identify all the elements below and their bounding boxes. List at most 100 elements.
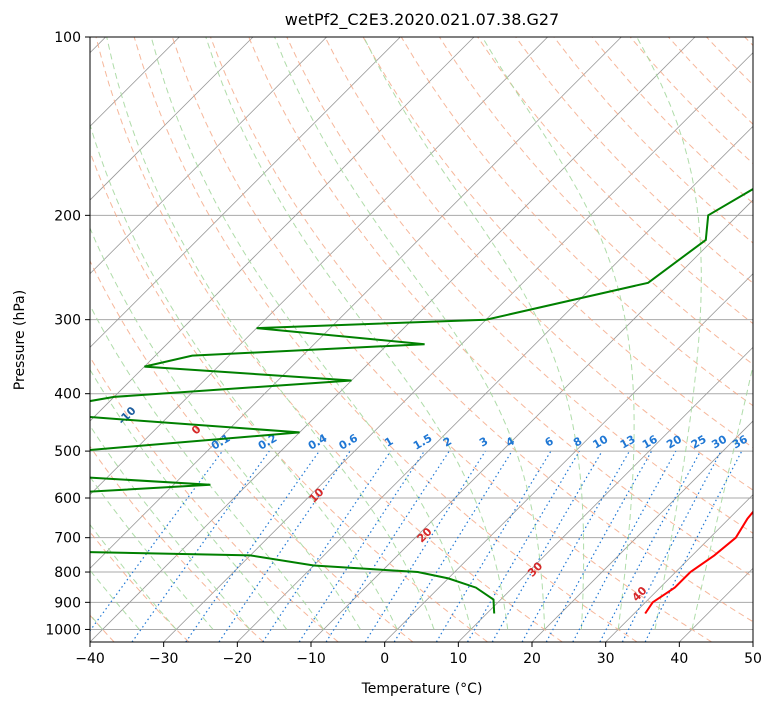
skewed-isotherm: [90, 37, 548, 496]
skewed-isotherm: [163, 52, 753, 642]
mixing-ratio-line: [435, 450, 552, 642]
background-lines: 0.10.20.40.611.52346810131620253036-100-…: [90, 37, 753, 642]
skewed-isotherm: [679, 567, 753, 642]
dry-adiabat: [286, 37, 753, 534]
moist-adiabat: [205, 37, 509, 630]
x-tick-label: 0: [380, 651, 389, 667]
dry-adiabat: [515, 37, 753, 284]
skewed-isotherm: [90, 37, 475, 422]
moist-adiabat: [150, 37, 472, 630]
plot-frame: [89, 36, 754, 643]
moist-adiabat: [691, 363, 753, 630]
dry-adiabat: [324, 37, 753, 491]
skewed-isotherm: [90, 37, 254, 201]
moist-adiabat: [90, 226, 361, 630]
dry-adiabat: [90, 150, 488, 642]
dry-adiabat: [438, 37, 753, 366]
moist-adiabat: [363, 37, 585, 630]
moist-adiabat: [106, 37, 435, 630]
dry-adiabat-label: 30: [525, 559, 545, 579]
mixing-ratio-line: [364, 450, 486, 642]
mixing-ratio-label: 36: [730, 432, 750, 451]
mixing-ratio-line: [393, 450, 513, 642]
x-tick-label: 30: [597, 651, 615, 667]
y-tick-label: 600: [54, 491, 81, 507]
mixing-ratio-line: [131, 450, 270, 642]
x-axis-label: Temperature (°C): [361, 681, 483, 697]
moist-adiabat: [90, 424, 251, 630]
x-tick-label: 20: [523, 651, 541, 667]
x-tick-label: 10: [449, 651, 467, 667]
mixing-ratio-line: [466, 450, 580, 642]
dry-adiabat: [744, 37, 753, 47]
moist-adiabat: [481, 37, 635, 630]
mixing-ratio-line: [545, 450, 653, 642]
mixing-ratio-line: [599, 450, 702, 642]
x-tick-label: −40: [75, 651, 105, 667]
skewed-isotherm: [458, 346, 753, 642]
mixing-ratio-label: 16: [640, 432, 660, 451]
x-tick-label: −10: [296, 651, 326, 667]
mixing-ratio-line: [90, 450, 223, 632]
data-lines: [90, 187, 753, 615]
x-tick-label: −20: [223, 651, 253, 667]
moist-adiabat: [90, 523, 177, 630]
mixing-ratio-line: [325, 450, 450, 642]
moist-adiabat: [274, 37, 546, 630]
skewed-isotherm: [90, 37, 696, 642]
mixing-ratio-label: 1: [382, 435, 395, 450]
mixing-ratio-label: 20: [664, 432, 684, 451]
chart-title: wetPf2_C2E3.2020.021.07.38.G27: [285, 10, 559, 30]
mixing-ratio-label: 25: [689, 433, 709, 452]
moist-adiabat: [90, 123, 398, 630]
dewpoint-line: [90, 187, 753, 614]
mixing-ratio-label: 0.4: [306, 431, 330, 452]
dry-adiabat: [668, 37, 753, 125]
dry-adiabat: [90, 356, 339, 642]
y-tick-label: 100: [54, 30, 81, 46]
moist-adiabat: [636, 37, 702, 630]
y-tick-label: 1000: [45, 622, 81, 638]
moist-adiabat: [90, 569, 140, 630]
dry-adiabat: [90, 259, 414, 642]
skewed-isotherm: [531, 420, 753, 642]
mixing-ratio-label: 6: [543, 434, 556, 449]
mixing-ratio-line: [298, 450, 425, 642]
y-tick-label: 900: [54, 595, 81, 611]
dry-adiabat: [90, 445, 264, 642]
y-tick-label: 400: [54, 387, 81, 403]
y-tick-label: 800: [54, 565, 81, 581]
y-axis: 100 200 300 400 500 600 700 800 900 1000: [45, 30, 90, 638]
skewed-isotherm: [237, 125, 753, 642]
dry-adiabat: [248, 37, 753, 578]
mixing-ratio-line: [644, 450, 743, 642]
y-tick-label: 500: [54, 444, 81, 460]
mixing-ratio-label: 0.1: [209, 432, 232, 453]
dry-adiabat: [477, 37, 753, 325]
mixing-ratio-line: [218, 450, 351, 642]
y-axis-label: Pressure (hPa): [12, 290, 28, 390]
mixing-ratio-label: 8: [571, 435, 584, 450]
mixing-ratio-line: [262, 450, 392, 642]
mixing-ratio-label: 13: [618, 433, 638, 452]
mixing-ratio-label: 1.5: [411, 432, 434, 453]
skewed-isotherm: [90, 37, 401, 348]
y-tick-label: 700: [54, 531, 81, 547]
dry-adiabat: [553, 37, 753, 244]
mixing-ratio-line: [185, 450, 320, 642]
dry-adiabat: [95, 37, 563, 642]
mixing-ratio-label: 10: [591, 432, 611, 451]
dry-adiabat: [133, 37, 638, 642]
dry-adiabat: [706, 37, 753, 86]
dry-adiabat-label: -10: [115, 404, 138, 427]
dry-adiabat: [210, 37, 753, 623]
skewed-isotherm: [605, 494, 753, 642]
mixing-ratio-label: 30: [709, 432, 729, 451]
mixing-ratio-line: [572, 450, 677, 642]
moist-adiabat: [90, 304, 325, 630]
y-tick-label: 300: [54, 313, 81, 329]
mixing-ratio-label: 3: [477, 435, 490, 450]
dry-adiabat: [171, 37, 712, 642]
